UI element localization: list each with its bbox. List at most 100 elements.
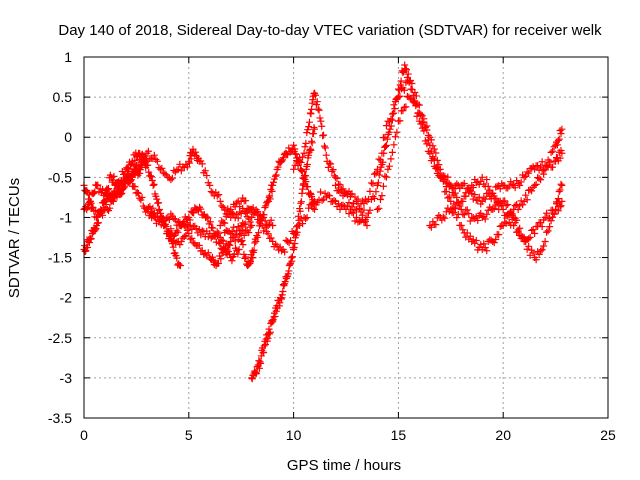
data-point <box>511 219 519 227</box>
y-tick-label: -1 <box>60 209 73 225</box>
data-point <box>155 164 163 172</box>
data-point <box>540 170 548 178</box>
data-point <box>304 126 312 134</box>
data-point <box>388 110 396 118</box>
data-point <box>496 185 504 193</box>
y-tick-label: -2.5 <box>48 330 72 346</box>
data-point <box>544 227 552 235</box>
data-point <box>537 176 545 184</box>
data-point <box>519 235 527 243</box>
data-point <box>489 205 497 213</box>
data-point <box>484 182 492 190</box>
data-point <box>459 226 467 234</box>
data-point <box>94 181 102 189</box>
data-point <box>370 170 378 178</box>
data-point <box>311 205 319 213</box>
data-point <box>423 122 431 130</box>
data-point <box>336 181 344 189</box>
y-tick-label: -2 <box>60 290 73 306</box>
data-point <box>152 213 160 221</box>
data-point <box>528 187 536 195</box>
data-point <box>155 206 163 214</box>
data-point <box>397 85 405 93</box>
data-point <box>85 191 93 199</box>
data-point <box>360 206 368 214</box>
data-point <box>318 122 326 130</box>
data-point <box>298 167 306 175</box>
data-point <box>311 91 319 99</box>
data-point <box>174 217 182 225</box>
data-point <box>168 174 176 182</box>
data-point <box>490 204 498 212</box>
data-point <box>246 223 254 231</box>
data-point <box>557 180 565 188</box>
data-point <box>480 240 488 248</box>
data-point <box>466 232 474 240</box>
data-point <box>221 206 229 214</box>
data-point <box>516 202 524 210</box>
data-point <box>177 167 185 175</box>
data-point <box>546 214 554 222</box>
data-point <box>239 226 247 234</box>
data-point <box>442 187 450 195</box>
data-point <box>267 234 275 242</box>
data-point <box>221 219 229 227</box>
data-point <box>155 199 163 207</box>
data-point <box>318 196 326 204</box>
data-point <box>171 216 179 224</box>
data-point <box>523 196 531 204</box>
data-point <box>555 187 563 195</box>
data-point <box>333 174 341 182</box>
data-point <box>188 225 196 233</box>
data-point <box>396 92 404 100</box>
data-point <box>517 178 525 186</box>
data-point <box>388 148 396 156</box>
data-point <box>532 256 540 264</box>
data-point <box>245 229 253 237</box>
data-point <box>186 235 194 243</box>
data-point <box>203 172 211 180</box>
data-point <box>412 92 420 100</box>
data-point <box>153 195 161 203</box>
data-point <box>185 159 193 167</box>
data-point <box>508 216 516 224</box>
data-point <box>427 223 435 231</box>
data-point <box>481 195 489 203</box>
data-point <box>252 238 260 246</box>
data-point <box>439 213 447 221</box>
x-tick-label: 0 <box>80 427 88 443</box>
data-point <box>402 79 410 87</box>
data-point <box>345 199 353 207</box>
data-point <box>174 165 182 173</box>
data-point <box>385 162 393 170</box>
data-point <box>484 206 492 214</box>
data-point <box>271 312 279 320</box>
data-point <box>145 168 153 176</box>
data-point <box>390 141 398 149</box>
data-point <box>556 203 564 211</box>
data-point <box>531 165 539 173</box>
data-point <box>321 144 329 152</box>
data-point <box>465 210 473 218</box>
data-point <box>252 209 260 217</box>
data-point <box>393 128 401 136</box>
data-point <box>295 216 303 224</box>
data-point <box>486 186 494 194</box>
data-point <box>386 125 394 133</box>
data-point <box>483 176 491 184</box>
data-point <box>303 160 311 168</box>
data-point <box>197 231 205 239</box>
data-point <box>273 242 281 250</box>
data-point <box>508 180 516 188</box>
data-point <box>94 219 102 227</box>
data-point <box>305 123 313 131</box>
data-point <box>557 202 565 210</box>
data-point <box>313 98 321 106</box>
data-point <box>522 236 530 244</box>
data-point <box>248 221 256 229</box>
data-point <box>456 184 464 192</box>
data-point <box>290 165 298 173</box>
data-point <box>261 204 269 212</box>
data-point <box>463 206 471 214</box>
data-point <box>317 117 325 125</box>
